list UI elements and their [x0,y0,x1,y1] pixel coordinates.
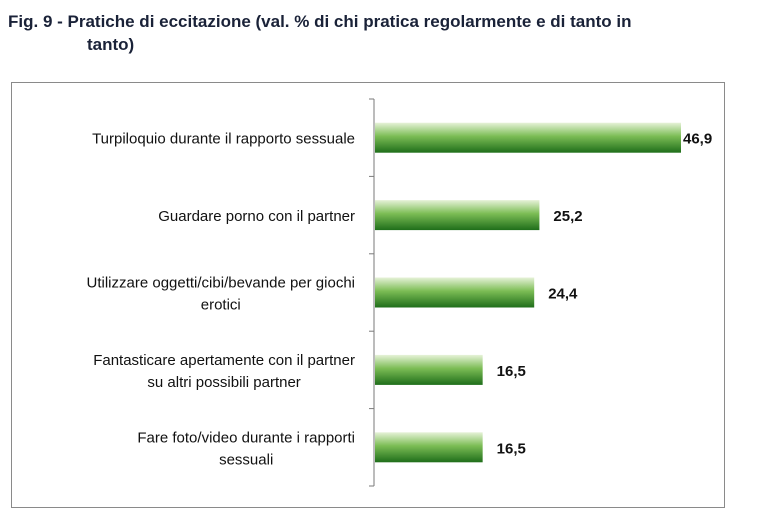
data-label: 24,4 [548,286,578,303]
figure-title-line-1: Fig. 9 - Pratiche di eccitazione (val. %… [8,12,632,31]
category-label-line: Utilizzare oggetti/cibi/bevande per gioc… [87,275,355,292]
category-label-line: Guardare porno con il partner [158,208,355,225]
bar [375,277,535,308]
data-label: 46,9 [683,131,712,148]
category-label-line: erotici [201,297,241,314]
category-label: Fare foto/video durante i rapporti sessua… [137,429,355,468]
category-label: Turpiloquio durante il rapporto sessuale [92,131,355,148]
category-label-line: Turpiloquio durante il rapporto sessuale [92,131,355,148]
chart-frame [11,82,725,508]
category-label-line: sessuali [219,451,273,468]
bar [375,200,540,231]
category-label-line: Fare foto/video durante i rapporti [137,429,355,446]
data-label: 16,5 [497,363,526,380]
category-label-line: Fantasticare apertamente con il partner [93,352,355,369]
figure-title: Fig. 9 - Pratiche di eccitazione (val. %… [8,10,748,56]
data-label: 25,2 [553,208,582,225]
category-label: Utilizzare oggetti/cibi/bevande per gioc… [87,275,355,314]
category-label: Fantasticare apertamente con il partner s… [93,352,355,391]
bar [375,432,483,463]
category-label: Guardare porno con il partner [158,208,355,225]
figure-title-line-2: tanto) [87,35,135,54]
data-label: 16,5 [497,440,526,457]
bar [375,354,483,385]
bar [375,122,681,153]
category-label-line: su altri possibili partner [147,374,300,391]
